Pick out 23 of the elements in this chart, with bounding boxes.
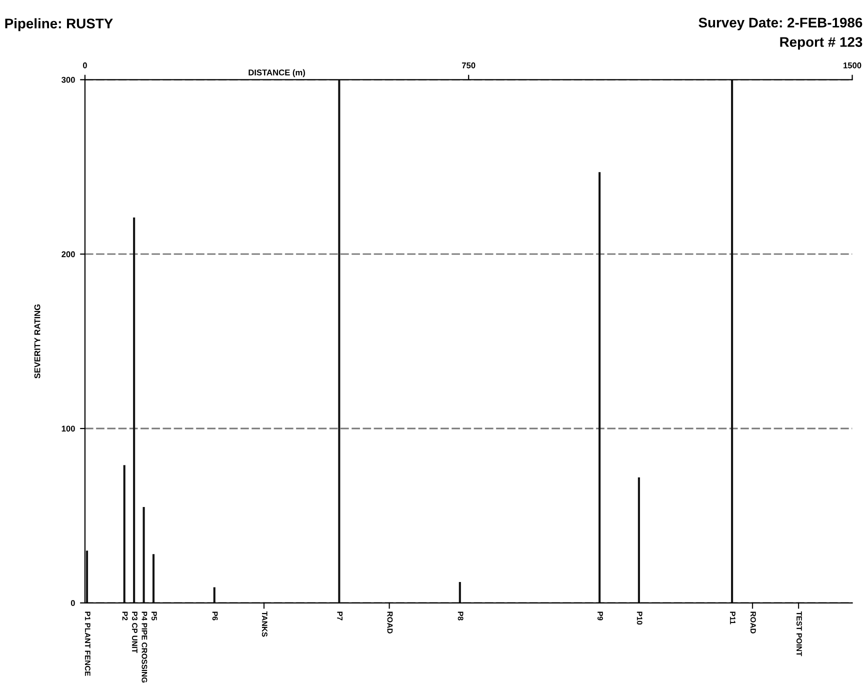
x-axis-title: DISTANCE (m) — [248, 69, 306, 78]
bar — [213, 587, 216, 603]
bar — [458, 582, 461, 603]
y-tick-label: 200 — [62, 251, 75, 258]
bar — [731, 80, 734, 603]
bar — [152, 554, 155, 603]
x-tick-label: 0 — [82, 62, 87, 68]
y-tick-label: 100 — [62, 426, 75, 432]
x-tick-label: 1500 — [844, 62, 862, 68]
bar — [338, 80, 340, 603]
bar — [86, 550, 88, 603]
text: Report # 123 — [780, 37, 862, 50]
bar — [123, 465, 126, 603]
y-axis-title: SEVERITY RATING — [34, 304, 40, 378]
y-tick-label: 0 — [70, 600, 75, 606]
y-tick-label: 300 — [62, 76, 75, 83]
text: Survey Date: 2-FEB-1986 — [698, 18, 862, 30]
chart-title: Pipeline: RUSTY — [5, 18, 113, 32]
bar — [638, 477, 640, 603]
bar — [142, 506, 145, 603]
bar — [598, 172, 601, 603]
bar — [133, 217, 136, 603]
x-tick-label: 750 — [462, 62, 476, 68]
